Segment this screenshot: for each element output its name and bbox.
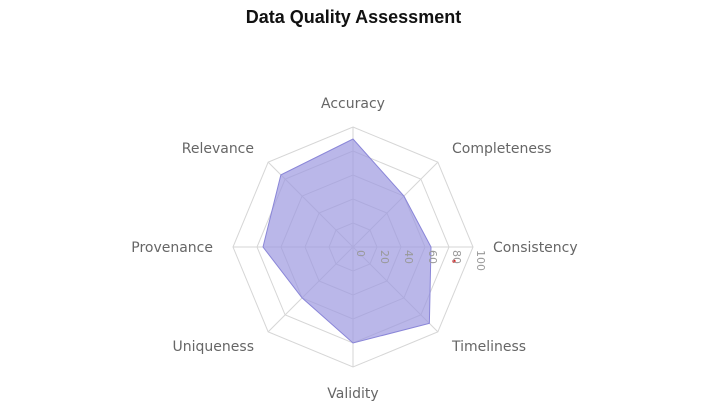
radial-tick-labels: 0 20 40 60 80 100 bbox=[354, 250, 487, 271]
series-area bbox=[262, 138, 432, 344]
axis-label: Accuracy bbox=[321, 96, 385, 112]
axis-label: Provenance bbox=[131, 240, 213, 256]
tick-label: 80 bbox=[450, 250, 463, 264]
chart-title: Data Quality Assessment bbox=[245, 7, 462, 27]
tick-label: 20 bbox=[378, 250, 391, 264]
data-point-marker bbox=[452, 259, 456, 263]
tick-label: 0 bbox=[354, 250, 367, 257]
axis-label: Consistency bbox=[493, 240, 578, 256]
tick-label: 100 bbox=[474, 250, 487, 271]
axis-label: Completeness bbox=[452, 141, 552, 157]
axis-label: Uniqueness bbox=[173, 339, 254, 355]
axis-label: Validity bbox=[327, 386, 378, 402]
axis-labels: Accuracy Completeness Consistency Timelines… bbox=[131, 96, 577, 402]
tick-label: 60 bbox=[426, 250, 439, 264]
radar-series bbox=[262, 138, 456, 344]
tick-label: 40 bbox=[402, 250, 415, 264]
axis-label: Timeliness bbox=[451, 339, 526, 355]
axis-label: Relevance bbox=[182, 141, 254, 157]
